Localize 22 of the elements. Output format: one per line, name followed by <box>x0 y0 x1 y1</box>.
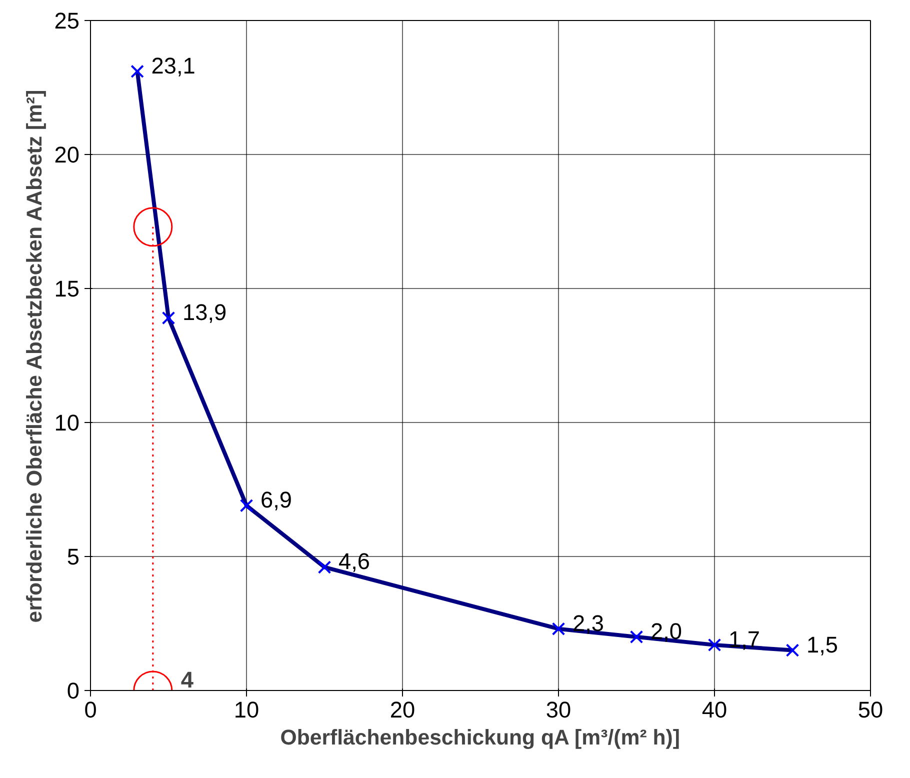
y-tick-label: 20 <box>54 142 80 168</box>
x-tick-label: 0 <box>84 696 97 722</box>
data-label: 2,3 <box>572 610 604 636</box>
data-label: 1,5 <box>806 631 838 658</box>
x-tick-label: 20 <box>390 696 416 722</box>
data-label: 13,9 <box>182 298 227 325</box>
y-axis-title: erforderliche Oberfläche Absetzbecken AAbsetz [m²] <box>22 90 46 623</box>
y-tick-label: 5 <box>66 544 80 570</box>
y-tick-label: 0 <box>66 678 80 704</box>
y-tick-label: 15 <box>54 276 80 302</box>
point <box>133 207 173 247</box>
y-tick-label: 25 <box>54 8 80 34</box>
x-tick-label: 30 <box>546 696 572 722</box>
x-tick-label: 40 <box>702 696 728 722</box>
data-label: 2,0 <box>650 618 682 644</box>
x-tick-label: 10 <box>234 696 260 722</box>
y-tick-label: 10 <box>54 410 80 436</box>
x-axis-title: Oberflächenbeschickung qA [m³/(m² h)] <box>280 726 680 750</box>
x-tick-label: 50 <box>858 696 884 722</box>
annotation: 4 <box>180 666 194 692</box>
data-label: 6,9 <box>260 486 292 513</box>
data-label: 23,1 <box>151 52 196 78</box>
